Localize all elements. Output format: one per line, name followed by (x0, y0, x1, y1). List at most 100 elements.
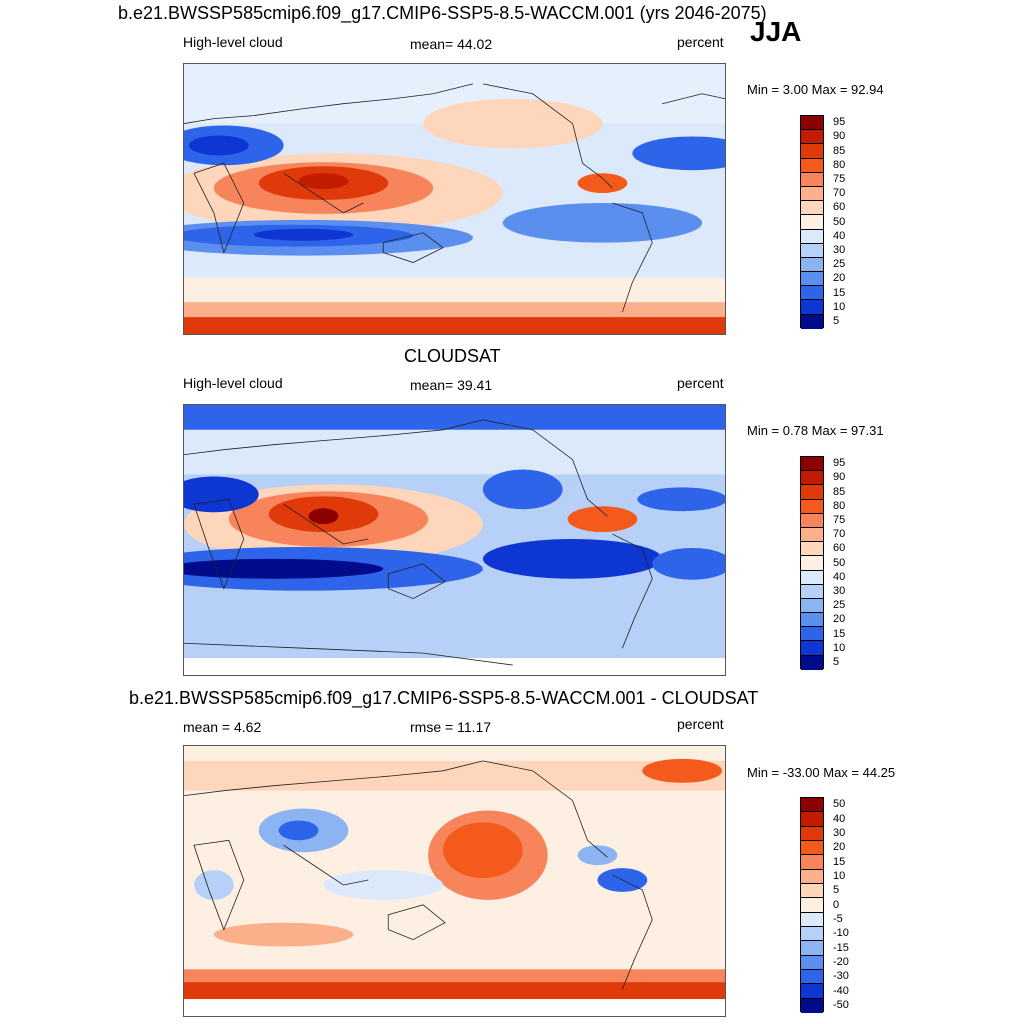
colorbar-segment (801, 627, 823, 642)
colorbar-segment (801, 215, 823, 230)
panel3-mean-label: mean = 4.62 (183, 719, 262, 735)
colorbar-segment (801, 243, 823, 258)
panel1-units-label: percent (677, 34, 724, 50)
panel2-map-svg (184, 405, 725, 675)
colorbar-segment (801, 655, 823, 670)
panel3-rmse-label: rmse = 11.17 (410, 719, 492, 735)
colorbar-segment (801, 869, 823, 884)
panel3-title: b.e21.BWSSP585cmip6.f09_g17.CMIP6-SSP5-8… (129, 688, 759, 708)
colorbar-segment (801, 984, 823, 999)
colorbar-tick-label: 15 (833, 627, 846, 640)
panel2-mean-label: mean= 39.41 (410, 377, 493, 393)
colorbar-segment (801, 186, 823, 202)
colorbar-segment (801, 812, 823, 827)
colorbar-tick-label: 30 (833, 243, 846, 256)
colorbar-segment (801, 598, 823, 614)
colorbar-segment (801, 513, 823, 528)
colorbar-tick-label: 85 (833, 485, 846, 498)
colorbar-tick-label: 75 (833, 513, 846, 526)
colorbar-tick-label: 50 (833, 215, 846, 228)
colorbar-tick-label: -15 (833, 941, 849, 954)
colorbar-tick-label: 95 (833, 457, 846, 470)
colorbar-tick-label: 25 (833, 258, 846, 271)
panel1-colorbar (800, 115, 824, 329)
colorbar-tick-label: 0 (833, 898, 840, 911)
colorbar-segment (801, 158, 823, 173)
panel1-mean-label: mean= 44.02 (410, 36, 493, 52)
panel2-minmax: Min = 0.78 Max = 97.31 (747, 423, 884, 438)
colorbar-segment (801, 613, 823, 628)
colorbar-segment (801, 485, 823, 500)
panel1-minmax: Min = 3.00 Max = 92.94 (747, 82, 884, 97)
season-label: JJA (750, 16, 802, 47)
colorbar-tick-label: 5 (833, 314, 840, 327)
colorbar-tick-label: -40 (833, 984, 849, 997)
colorbar-tick-label: 25 (833, 599, 846, 612)
panel3-map (183, 745, 726, 1017)
colorbar-segment (801, 144, 823, 159)
panel1-map (183, 63, 726, 335)
colorbar-tick-label: -30 (833, 970, 849, 983)
panel1-map-svg (184, 64, 725, 334)
colorbar-tick-label: 40 (833, 812, 846, 825)
colorbar-segment (801, 941, 823, 956)
colorbar-tick-label: -20 (833, 955, 849, 968)
colorbar-segment (801, 542, 823, 557)
colorbar-tick-label: 50 (833, 798, 846, 811)
colorbar-segment (801, 570, 823, 585)
colorbar-tick-label: 50 (833, 556, 846, 569)
panel1-left-label: High-level cloud (183, 34, 283, 50)
colorbar-tick-label: 80 (833, 499, 846, 512)
colorbar-tick-label: 70 (833, 528, 846, 541)
panel3-units-label: percent (677, 716, 724, 732)
panel3-colorbar (800, 797, 824, 1013)
colorbar-tick-label: 20 (833, 841, 846, 854)
colorbar-tick-label: 5 (833, 655, 840, 668)
panel3-minmax: Min = -33.00 Max = 44.25 (747, 765, 896, 780)
colorbar-segment (801, 556, 823, 571)
colorbar-tick-label: 15 (833, 855, 846, 868)
colorbar-segment (801, 584, 823, 599)
colorbar-segment (801, 926, 823, 942)
panel2-units-label: percent (677, 375, 724, 391)
colorbar-segment (801, 840, 823, 856)
colorbar-segment (801, 998, 823, 1013)
colorbar-tick-label: 20 (833, 613, 846, 626)
colorbar-tick-label: 10 (833, 869, 846, 882)
colorbar-segment (801, 130, 823, 145)
colorbar-tick-label: 70 (833, 187, 846, 200)
colorbar-tick-label: -50 (833, 998, 849, 1011)
colorbar-tick-label: 40 (833, 570, 846, 583)
colorbar-tick-label: 95 (833, 116, 846, 129)
colorbar-tick-label: -10 (833, 927, 849, 940)
colorbar-tick-label: 10 (833, 641, 846, 654)
colorbar-segment (801, 955, 823, 970)
colorbar-tick-label: 85 (833, 144, 846, 157)
colorbar-segment (801, 898, 823, 913)
colorbar-segment (801, 172, 823, 187)
colorbar-segment (801, 286, 823, 301)
colorbar-segment (801, 912, 823, 927)
colorbar-segment (801, 116, 823, 131)
colorbar-tick-label: 10 (833, 300, 846, 313)
colorbar-segment (801, 641, 823, 656)
colorbar-segment (801, 855, 823, 870)
colorbar-segment (801, 229, 823, 244)
panel2-title: CLOUDSAT (404, 346, 501, 366)
colorbar-segment (801, 883, 823, 899)
colorbar-segment (801, 300, 823, 315)
colorbar-segment (801, 527, 823, 543)
colorbar-tick-label: 75 (833, 172, 846, 185)
colorbar-tick-label: 30 (833, 584, 846, 597)
colorbar-segment (801, 471, 823, 486)
colorbar-segment (801, 798, 823, 813)
colorbar-segment (801, 826, 823, 841)
panel2-left-label: High-level cloud (183, 375, 283, 391)
colorbar-tick-label: 90 (833, 471, 846, 484)
colorbar-tick-label: 90 (833, 130, 846, 143)
panel2-colorbar (800, 456, 824, 670)
colorbar-segment (801, 272, 823, 287)
panel2-map (183, 404, 726, 676)
colorbar-tick-label: 5 (833, 884, 840, 897)
colorbar-segment (801, 457, 823, 472)
